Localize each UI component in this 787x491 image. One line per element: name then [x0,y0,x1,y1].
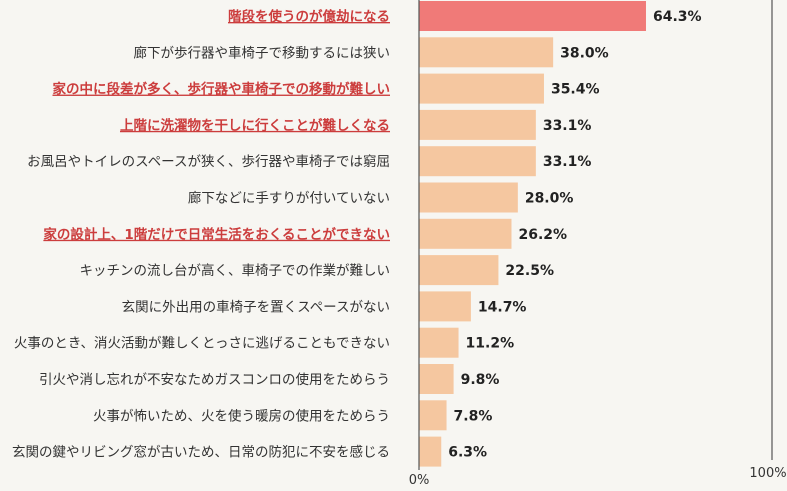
value-label-6: 26.2% [518,227,567,243]
bar-1 [419,37,554,68]
value-label-3: 33.1% [543,118,592,134]
category-label-9: 火事のとき、消火活動が難しくとっさに逃げることもできない [14,336,390,352]
bar-11 [419,400,447,431]
bar-0 [419,1,646,31]
value-label-0: 64.3% [653,9,702,25]
bar-4 [419,146,536,177]
bar-3 [419,109,536,140]
category-label-8: 玄関に外出用の車椅子を置くスペースがない [122,298,390,315]
bar-6 [419,218,512,249]
bar-5 [419,182,518,213]
bar-12 [419,436,442,467]
category-label-1: 廊下が歩行器や車椅子で移動するには狭い [134,44,391,61]
category-label-5: 廊下などに手すりが付いていない [188,190,390,207]
category-label-11: 火事が怖いため、火を使う暖房の使用をためらう [93,407,390,424]
category-label-2: 家の中に段差が多く、歩行器や車椅子での移動が難しい [53,81,391,98]
value-label-8: 14.7% [478,299,527,315]
category-label-0: 階段を使うのが億劫になる [228,8,390,25]
value-label-11: 7.8% [454,408,493,424]
bar-9 [419,327,459,358]
category-label-7: キッチンの流し台が高く、車椅子での作業が難しい [80,262,391,279]
category-label-3: 上階に洗濯物を干しに行くことが難しくなる [120,117,390,134]
bar-10 [419,364,454,394]
value-label-7: 22.5% [505,263,554,279]
category-label-10: 引火や消し忘れが不安なためガスコンロの使用をためらう [39,371,390,388]
category-label-6: 家の設計上、1階だけで日常生活をおくることができない [43,226,390,243]
bar-8 [419,291,471,322]
category-label-4: お風呂やトイレのスペースが狭く、歩行器や車椅子では窮屈 [27,154,390,170]
value-label-9: 11.2% [466,336,515,352]
tick-label-min: 0% [409,473,430,487]
value-label-2: 35.4% [551,82,600,98]
value-label-4: 33.1% [543,154,592,170]
bar-2 [419,73,544,104]
bar-7 [419,255,499,286]
value-label-12: 6.3% [448,445,487,461]
value-label-5: 28.0% [525,191,574,207]
value-label-1: 38.0% [560,45,609,61]
category-label-12: 玄関の鍵やリビング窓が古いため、日常の防犯に不安を感じる [12,444,390,461]
value-label-10: 9.8% [461,372,500,388]
tick-label-max: 100% [749,466,786,481]
